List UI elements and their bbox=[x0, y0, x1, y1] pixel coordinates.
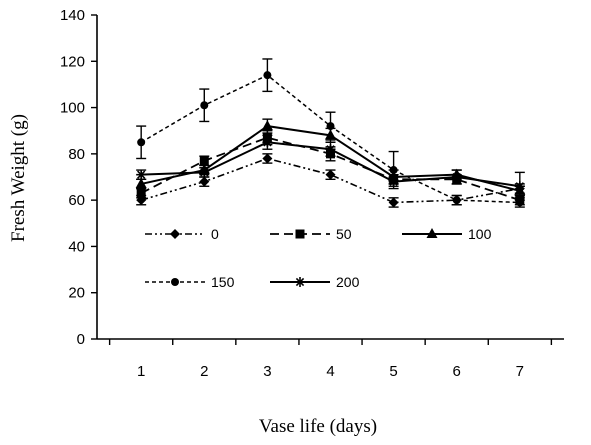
data-point-150 bbox=[452, 196, 461, 205]
series-150 bbox=[136, 58, 525, 208]
legend-label: 0 bbox=[211, 226, 219, 242]
data-point-100 bbox=[261, 120, 273, 131]
x-tick-label: 1 bbox=[137, 363, 145, 380]
legend-label: 150 bbox=[211, 274, 235, 290]
series-200 bbox=[136, 134, 525, 201]
axes bbox=[96, 15, 564, 340]
y-tick-label: 120 bbox=[60, 53, 85, 70]
x-tick-label: 6 bbox=[453, 363, 461, 380]
data-point-150 bbox=[263, 71, 272, 80]
legend-marker bbox=[295, 277, 305, 287]
y-tick-label: 100 bbox=[60, 100, 85, 117]
x-axis-title: Vase life (days) bbox=[259, 416, 377, 437]
data-point-150 bbox=[137, 138, 146, 147]
data-point-100 bbox=[135, 177, 147, 188]
data-point-0 bbox=[388, 197, 399, 208]
legend-label: 200 bbox=[336, 274, 360, 290]
star-stroke bbox=[137, 170, 146, 179]
data-point-150 bbox=[389, 166, 398, 175]
legend-item-50: 50 bbox=[270, 226, 352, 242]
ticks: 0 20 40 60 80 100 120 140 1 2 3 4 5 6 7 bbox=[60, 7, 553, 380]
y-tick-label: 40 bbox=[68, 238, 85, 255]
data-point-200 bbox=[388, 176, 399, 187]
x-tick-label: 5 bbox=[389, 363, 397, 380]
legend: 0 50 100 150 200 bbox=[145, 226, 492, 290]
data-point-0 bbox=[262, 153, 273, 164]
x-tick-label: 7 bbox=[516, 363, 524, 380]
star-stroke bbox=[263, 138, 272, 147]
data-point-200 bbox=[325, 144, 336, 155]
data-point-200 bbox=[451, 172, 462, 182]
legend-marker bbox=[295, 229, 305, 239]
data-point-0 bbox=[325, 169, 336, 180]
legend-item-100: 100 bbox=[402, 226, 492, 242]
data-point-50 bbox=[136, 188, 146, 198]
legend-marker bbox=[426, 228, 438, 238]
legend-label: 50 bbox=[336, 226, 352, 242]
star-stroke bbox=[295, 277, 305, 287]
star-stroke bbox=[326, 145, 335, 154]
series-0 bbox=[136, 153, 525, 208]
y-tick-label: 80 bbox=[68, 146, 85, 163]
star-stroke bbox=[200, 168, 209, 177]
y-axis-title: Fresh Weight (g) bbox=[8, 114, 29, 242]
data-point-0 bbox=[199, 176, 210, 187]
x-tick-label: 3 bbox=[263, 363, 271, 380]
data-point-50 bbox=[199, 156, 209, 166]
star-stroke bbox=[452, 172, 461, 182]
data-point-200 bbox=[199, 167, 210, 178]
y-tick-label: 140 bbox=[60, 7, 85, 24]
data-point-200 bbox=[262, 137, 273, 148]
x-tick-label: 4 bbox=[326, 363, 334, 380]
legend-marker bbox=[170, 229, 180, 239]
data-point-200 bbox=[514, 181, 525, 192]
legend-item-0: 0 bbox=[145, 226, 219, 242]
legend-marker bbox=[171, 278, 179, 286]
data-point-150 bbox=[326, 122, 335, 131]
data-point-200 bbox=[136, 169, 147, 180]
y-tick-label: 60 bbox=[68, 192, 85, 209]
legend-item-200: 200 bbox=[270, 274, 360, 290]
data-point-150 bbox=[200, 101, 209, 110]
legend-label: 100 bbox=[468, 226, 492, 242]
y-tick-label: 20 bbox=[68, 285, 85, 302]
x-tick-label: 2 bbox=[200, 363, 208, 380]
y-tick-label: 0 bbox=[77, 331, 85, 348]
legend-item-150: 150 bbox=[145, 274, 235, 290]
series-layer bbox=[135, 58, 526, 208]
star-stroke bbox=[515, 182, 524, 191]
star-stroke bbox=[389, 177, 398, 186]
